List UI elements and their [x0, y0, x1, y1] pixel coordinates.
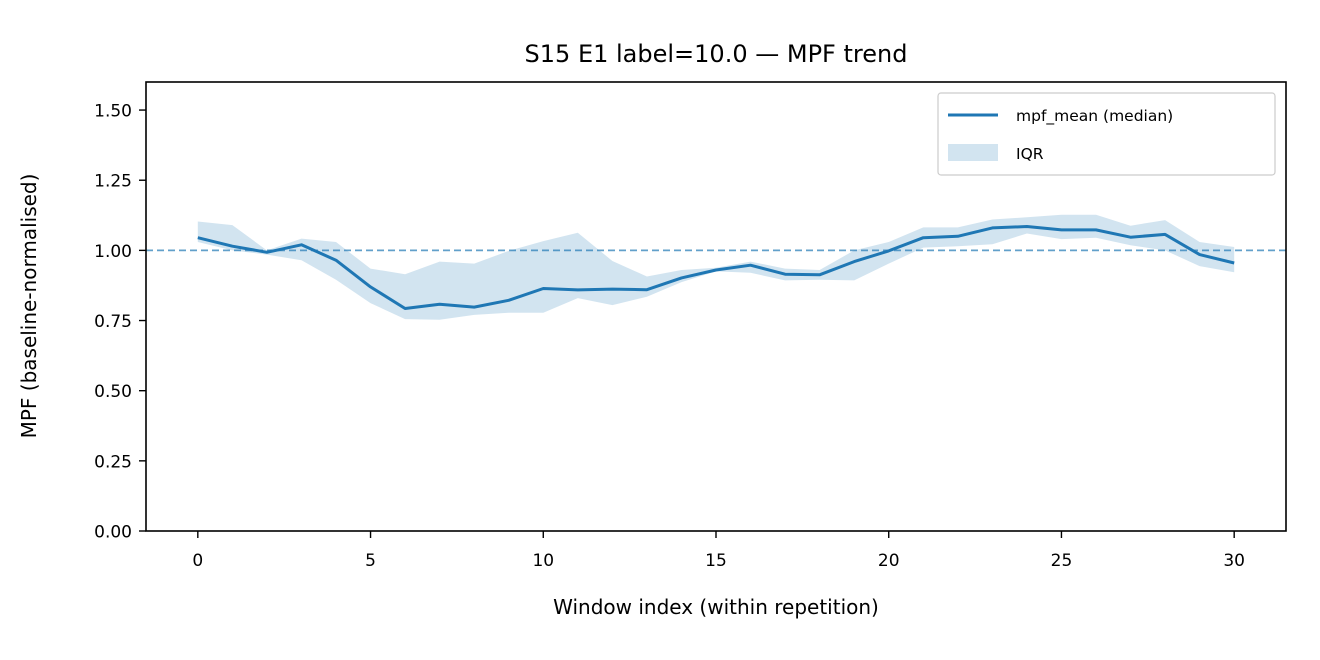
y-tick-label: 1.50: [94, 102, 132, 122]
x-tick-label: 0: [192, 551, 203, 571]
y-tick-label: 0.25: [94, 452, 132, 472]
legend: mpf_mean (median) IQR: [937, 92, 1276, 176]
legend-label-iqr: IQR: [1016, 145, 1044, 163]
y-tick-label: 0.00: [94, 523, 132, 543]
legend-box: [937, 92, 1276, 176]
plot-area: [146, 214, 1286, 320]
y-tick-label: 1.25: [94, 172, 132, 192]
x-tick-label: 20: [878, 551, 900, 571]
y-tick-label: 0.75: [94, 312, 132, 332]
iqr-band: [197, 214, 1235, 320]
x-axis: 0 5 10 15 20 25 30: [192, 531, 1245, 571]
y-tick-label: 0.50: [94, 382, 132, 402]
median-line: [197, 225, 1235, 310]
legend-band-swatch: [948, 144, 998, 161]
x-tick-label: 25: [1051, 551, 1073, 571]
x-tick-label: 15: [705, 551, 727, 571]
y-tick-label: 1.00: [94, 242, 132, 262]
x-tick-label: 30: [1223, 551, 1245, 571]
x-axis-label: Window index (within repetition): [553, 595, 879, 619]
y-axis-label: MPF (baseline-normalised): [17, 174, 41, 439]
legend-label-median: mpf_mean (median): [1016, 107, 1173, 126]
x-tick-label: 10: [532, 551, 554, 571]
x-tick-label: 5: [365, 551, 376, 571]
y-axis: 0.00 0.25 0.50 0.75 1.00 1.25 1.50: [94, 102, 146, 543]
chart-title: S15 E1 label=10.0 — MPF trend: [525, 40, 908, 68]
